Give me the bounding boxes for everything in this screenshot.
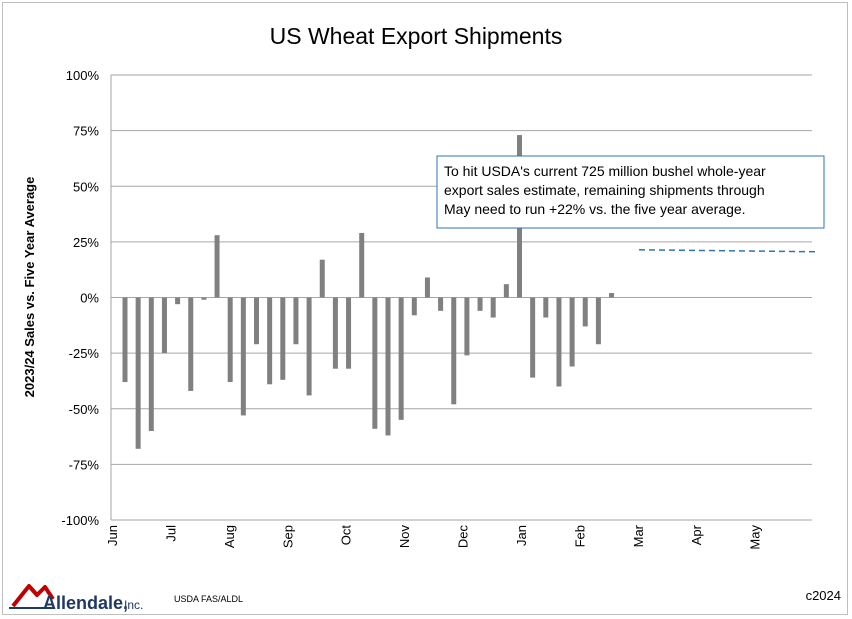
y-tick-label: -50%: [69, 402, 100, 417]
y-tick-label: 100%: [66, 68, 100, 83]
y-axis-label: 2023/24 Sales vs. Five Year Average: [22, 177, 37, 398]
x-tick-labels: Jun Jul Aug Sep Oct Nov Dec Jan Feb Mar Apr May: [105, 524, 763, 549]
bar: [595, 297, 601, 345]
logo-mark-icon: [11, 584, 55, 608]
bar: [464, 297, 470, 356]
bar: [438, 297, 444, 311]
x-tick-label: Apr: [689, 524, 704, 545]
bar: [188, 297, 194, 391]
x-tick-label: Oct: [339, 525, 354, 546]
bar: [477, 297, 483, 311]
bar: [148, 297, 154, 431]
bar: [122, 297, 128, 383]
bar: [319, 259, 325, 298]
y-tick-label: -100%: [61, 513, 99, 528]
bar: [372, 297, 378, 429]
bar: [398, 297, 404, 420]
x-tick-label: Aug: [222, 525, 237, 548]
bar: [135, 297, 141, 449]
target-line: [638, 249, 819, 253]
bar: [332, 297, 338, 369]
bar: [254, 297, 259, 345]
y-tick-labels: 100% 75% 50% 25% 0% -25% -50% -75% -100%: [61, 68, 99, 528]
bar: [411, 297, 417, 316]
x-tick-label: Dec: [456, 525, 471, 549]
annotation-box: To hit USDA's current 725 million bushel…: [436, 155, 825, 229]
bar: [175, 297, 181, 305]
bar: [424, 277, 430, 298]
logo-suffix: Inc.: [124, 598, 143, 612]
bar: [280, 297, 286, 380]
annotation-border: [436, 155, 825, 229]
annotation-line-3: May need to run +22% vs. the five year a…: [444, 201, 746, 217]
y-tick-label: -75%: [69, 457, 100, 472]
y-tick-label: -25%: [69, 346, 100, 361]
bar: [201, 297, 207, 300]
allendale-logo: Allendale, Inc.: [9, 584, 143, 613]
bar: [385, 297, 391, 436]
annotation-line-2: export sales estimate, remaining shipmen…: [444, 182, 765, 198]
bar: [240, 297, 246, 416]
y-tick-label: 50%: [73, 179, 99, 194]
bar: [359, 232, 365, 298]
x-tick-label: Jul: [163, 525, 178, 542]
bar: [582, 297, 588, 327]
source-note: USDA FAS/ALDL: [174, 594, 243, 604]
x-tick-label: Mar: [631, 524, 646, 547]
chart-title: US Wheat Export Shipments: [270, 23, 563, 49]
bar: [214, 235, 220, 298]
x-tick-label: Nov: [397, 525, 412, 549]
chart-svg: US Wheat Export Shipments 100% 75% 50% 25% 0…: [9, 23, 841, 613]
x-tick-label: May: [748, 525, 763, 550]
x-tick-label: Sep: [280, 525, 295, 548]
annotation-line-1: To hit USDA's current 725 million bushel…: [444, 163, 766, 179]
bar: [293, 297, 299, 345]
logo-name: Allendale,: [43, 593, 128, 613]
bar: [267, 297, 273, 385]
bar: [451, 297, 457, 405]
y-tick-label: 75%: [73, 124, 99, 139]
bar: [609, 293, 615, 298]
bar: [569, 297, 575, 367]
bar: [556, 297, 562, 387]
bar: [227, 297, 233, 383]
bar: [161, 297, 167, 354]
bar: [490, 297, 496, 318]
bar: [346, 297, 352, 369]
bar: [543, 297, 549, 318]
copyright: c2024: [806, 588, 841, 603]
y-tick-label: 25%: [73, 235, 99, 250]
bar: [306, 297, 312, 396]
x-tick-label: Jan: [514, 525, 529, 546]
x-tick-label: Jun: [105, 525, 120, 546]
bar: [530, 297, 536, 378]
x-tick-label: Feb: [572, 525, 587, 547]
y-tick-label: 0%: [80, 291, 99, 306]
bar: [503, 284, 509, 298]
